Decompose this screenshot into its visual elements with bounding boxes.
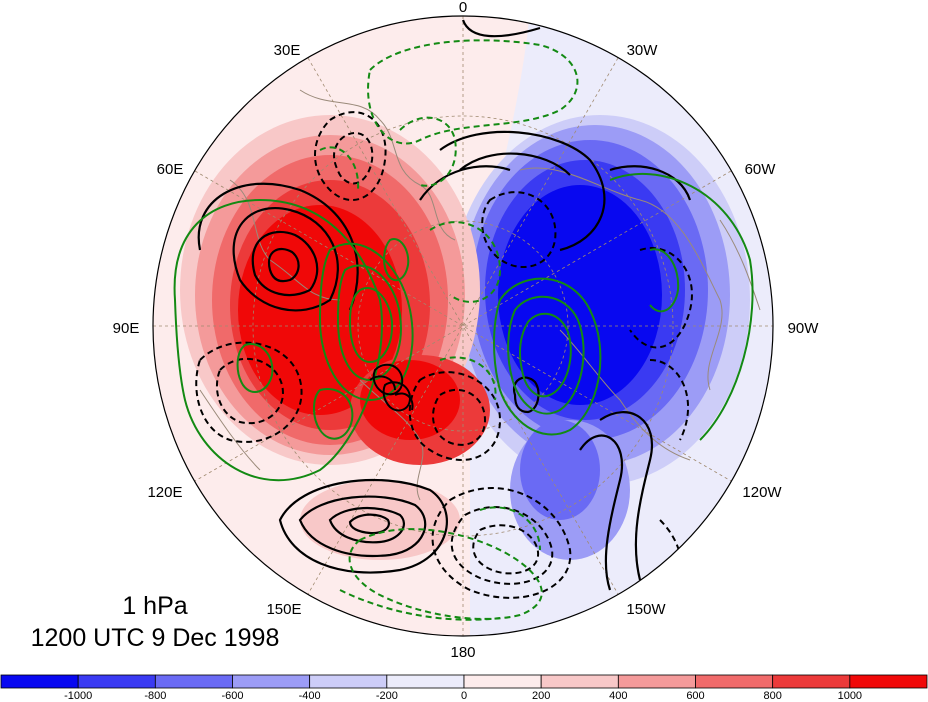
green-dashed-contours <box>319 39 579 621</box>
lon-label-60e: 60E <box>157 161 184 178</box>
colorbar-tick-label: -600 <box>221 690 243 702</box>
negative-anomaly-shading <box>450 115 750 560</box>
lon-label-60w: 60W <box>745 161 777 178</box>
colorbar-swatch <box>772 674 851 689</box>
colorbar-swatch <box>77 674 156 689</box>
colorbar-swatch <box>463 674 542 689</box>
lon-label-0: 0 <box>459 0 467 16</box>
colorbar-swatch <box>617 674 696 689</box>
lon-label-90w: 90W <box>788 320 820 337</box>
lon-label-120w: 120W <box>742 484 782 501</box>
lon-label-150e: 150E <box>266 601 301 618</box>
colorbar-tick-label: -200 <box>376 690 398 702</box>
lon-label-90e: 90E <box>113 320 140 337</box>
lon-label-30w: 30W <box>627 42 659 59</box>
colorbar: -1000 -800 -600 -400 -200 0 200 400 600 800 1000 <box>0 674 928 702</box>
colorbar-tick-label: 0 <box>461 690 467 702</box>
lon-label-150w: 150W <box>626 601 666 618</box>
colorbar-swatch <box>309 674 388 689</box>
colorbar-tick-label: 1000 <box>838 690 862 702</box>
colorbar-tick-label: -1000 <box>64 690 92 702</box>
colorbar-swatch <box>232 674 311 689</box>
colorbar-tick-label: 600 <box>686 690 704 702</box>
colorbar-swatch <box>540 674 619 689</box>
colorbar-swatch <box>0 674 79 689</box>
map-boundary <box>152 15 774 637</box>
graticule <box>153 16 773 636</box>
colorbar-tick-label: 400 <box>609 690 627 702</box>
lon-label-30e: 30E <box>274 42 301 59</box>
black-solid-contours <box>197 19 692 591</box>
colorbar-tick-label: -400 <box>299 690 321 702</box>
lon-label-180: 180 <box>450 644 475 661</box>
valid-time-caption: 1200 UTC 9 Dec 1998 <box>30 624 280 652</box>
colorbar-swatch <box>386 674 465 689</box>
colorbar-swatch <box>154 674 233 689</box>
coastlines <box>199 89 761 501</box>
colorbar-tick-label: 200 <box>532 690 550 702</box>
green-solid-contours <box>173 172 754 482</box>
colorbar-tick-label: 800 <box>763 690 781 702</box>
polar-vortex-core-contours <box>369 363 414 412</box>
colorbar-swatch <box>695 674 774 689</box>
colorbar-tick-label: -800 <box>144 690 166 702</box>
longitude-labels: 0 30W 60W 90W 120W 150W 180 150E 120E 90… <box>113 0 820 661</box>
lon-label-120e: 120E <box>147 484 182 501</box>
colorbar-swatch <box>849 674 928 689</box>
pressure-level-caption: 1 hPa <box>122 592 188 620</box>
map-disc <box>153 16 773 636</box>
